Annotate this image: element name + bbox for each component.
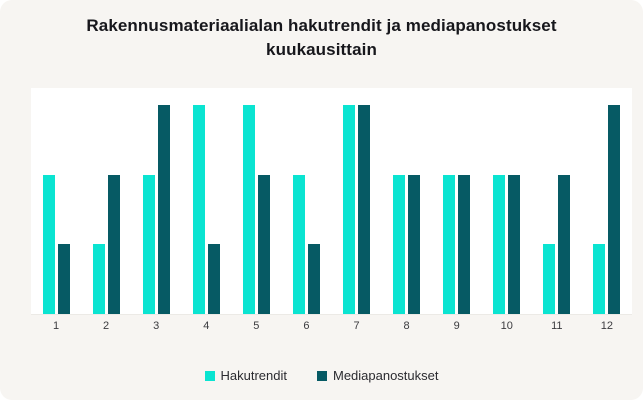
x-tick-label-1: 1 [52,320,60,332]
bar-mediapanostukset-month-6 [307,244,320,314]
bar-group-month-9 [432,88,482,314]
legend-item-hakutrendit: Hakutrendit [204,368,287,383]
bar-group-month-7 [331,88,381,314]
x-tick-label-11: 11 [551,320,563,332]
bar-mediapanostukset-month-4 [207,244,220,314]
bar-hakutrendit-month-12 [593,244,606,314]
bar-hakutrendit-month-8 [393,175,406,314]
bar-hakutrendit-month-2 [92,244,105,314]
x-tick-label-10: 10 [500,320,513,332]
x-axis: 1 2 3 4 5 6 7 8 9 10 11 12 [31,319,632,333]
x-tick-label-4: 4 [203,320,210,332]
bar-hakutrendit-month-6 [292,175,305,314]
bar-mediapanostukset-month-1 [57,244,70,314]
bar-group-month-4 [181,88,231,314]
x-tick-label-3: 3 [153,320,160,332]
bar-mediapanostukset-month-10 [508,175,521,314]
bar-mediapanostukset-month-3 [157,105,170,314]
bar-mediapanostukset-month-12 [608,105,621,314]
bar-hakutrendit-month-1 [42,175,55,314]
legend: Hakutrendit Mediapanostukset [0,368,643,383]
bar-mediapanostukset-month-11 [558,175,571,314]
bar-group-month-5 [231,88,281,314]
bar-mediapanostukset-month-5 [257,175,270,314]
plot-area [31,88,632,315]
bar-hakutrendit-month-3 [142,175,155,314]
bar-group-month-12 [582,88,632,314]
bar-group-month-11 [532,88,582,314]
legend-item-mediapanostukset: Mediapanostukset [316,368,439,383]
bar-mediapanostukset-month-7 [358,105,370,314]
bar-group-month-8 [382,88,432,314]
bar-group-month-3 [131,88,181,314]
bar-group-month-2 [81,88,131,314]
legend-label-hakutrendit: Hakutrendit [220,368,287,383]
bar-group-month-1 [31,88,81,314]
legend-swatch-hakutrendit-icon [204,370,215,381]
bar-hakutrendit-month-10 [493,175,506,314]
bar-group-month-6 [281,88,331,314]
bar-hakutrendit-month-9 [443,175,456,314]
x-tick-label-9: 9 [453,320,460,332]
legend-label-mediapanostukset: Mediapanostukset [332,368,439,383]
chart-title-line2: kuukausittain [266,40,377,59]
chart-title-line1: Rakennusmateriaalialan hakutrendit ja me… [86,16,557,35]
legend-swatch-mediapanostukset-icon [316,370,327,381]
bar-group-month-10 [482,88,532,314]
x-tick-label-2: 2 [103,320,110,332]
x-tick-label-8: 8 [403,320,410,332]
x-tick-label-7: 7 [353,320,360,332]
bar-hakutrendit-month-4 [192,105,205,314]
bar-mediapanostukset-month-8 [408,175,421,314]
bar-mediapanostukset-month-9 [458,175,471,314]
chart-title: Rakennusmateriaalialan hakutrendit ja me… [0,0,643,62]
x-tick-label-5: 5 [253,320,260,332]
bar-hakutrendit-month-11 [543,244,556,314]
bar-mediapanostukset-month-2 [107,175,120,314]
x-tick-label-12: 12 [600,320,614,332]
bar-hakutrendit-month-5 [242,105,255,314]
x-tick-label-6: 6 [303,320,310,332]
bar-hakutrendit-month-7 [343,105,355,314]
